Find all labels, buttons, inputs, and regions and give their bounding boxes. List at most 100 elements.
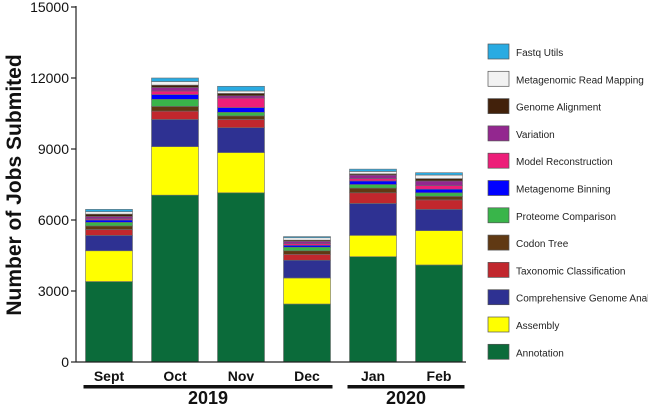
bar-segment-oct-taxonomic-classification	[151, 110, 199, 120]
legend-swatch-metagenome-binning	[487, 180, 510, 196]
bar-segment-sept-codon-tree	[85, 225, 133, 230]
bar-segment-oct-variation	[151, 87, 199, 92]
legend-swatch-variation	[487, 125, 510, 142]
bar-segment-sept-genome-alignment	[85, 213, 133, 217]
legend-swatch-annotation	[487, 343, 510, 360]
bar-segment-sept-annotation	[85, 281, 133, 363]
bar-segment-feb-codon-tree	[415, 196, 463, 201]
legend-label-variation: Variation	[516, 130, 555, 141]
bar-segment-feb-variation	[415, 180, 463, 186]
bar-segment-jan-codon-tree	[349, 187, 397, 194]
y-tick-label: 3000	[38, 283, 69, 299]
legend-label-metagenome-binning: Metagenome Binning	[516, 185, 611, 196]
bar-segment-feb-assembly	[415, 230, 463, 266]
legend-swatch-metagenomic-read-mapping	[487, 70, 510, 87]
bar-segment-jan-metagenomic-read-mapping	[349, 171, 397, 175]
year-label-2019: 2019	[188, 388, 228, 408]
bar-segment-oct-metagenomic-read-mapping	[151, 81, 199, 86]
bar-segment-nov-metagenomic-read-mapping	[217, 90, 265, 94]
bar-segment-oct-model-reconstruction	[151, 90, 199, 95]
x-tick-label-nov: Nov	[228, 368, 255, 384]
bar-segment-jan-annotation	[349, 256, 397, 363]
x-tick-label-oct: Oct	[163, 368, 187, 384]
legend-label-genome-alignment: Genome Alignment	[516, 103, 601, 114]
legend-swatch-assembly	[487, 316, 510, 333]
year-bracket-2020	[347, 385, 465, 389]
y-tick-label: 12000	[30, 70, 69, 86]
x-tick-label-jan: Jan	[361, 368, 385, 384]
bar-segment-nov-codon-tree	[217, 115, 265, 120]
bar-segment-jan-proteome-comparison	[349, 184, 397, 189]
x-tick-label-feb: Feb	[427, 368, 452, 384]
legend-label-assembly: Assembly	[516, 321, 559, 332]
bar-segment-feb-metagenomic-read-mapping	[415, 174, 463, 179]
legend-swatch-comprehensive-genome-analysis	[487, 289, 510, 306]
bar-segment-jan-assembly	[349, 235, 397, 257]
legend-label-annotation: Annotation	[516, 348, 564, 359]
bar-segment-feb-fastq-utils	[415, 172, 463, 176]
y-axis-label: Number of Jobs Submited	[3, 54, 26, 315]
bar-segment-dec-comprehensive-genome-analysis	[283, 259, 331, 279]
bar-segment-nov-comprehensive-genome-analysis	[217, 127, 265, 153]
bar-segment-dec-assembly	[283, 277, 331, 305]
bar-segment-nov-fastq-utils	[217, 85, 265, 92]
bar-segment-sept-fastq-utils	[85, 209, 133, 213]
bar-segment-feb-taxonomic-classification	[415, 199, 463, 210]
x-tick-label-dec: Dec	[294, 368, 320, 384]
bar-segment-sept-assembly	[85, 250, 133, 282]
bar-segment-sept-metagenome-binning	[85, 219, 133, 223]
legend-swatch-model-reconstruction	[487, 152, 510, 169]
y-tick-label: 0	[61, 354, 69, 370]
bar-segment-jan-variation	[349, 174, 397, 179]
y-tick-label: 15000	[30, 0, 69, 15]
bar-segment-nov-assembly	[217, 152, 265, 194]
bar-segment-oct-genome-alignment	[151, 84, 199, 88]
bar-segment-jan-taxonomic-classification	[349, 192, 397, 204]
y-axis-ticks: 0 3000 6000 9000 12000 15000	[30, 0, 76, 370]
legend-label-comprehensive-genome-analysis: Comprehensive Genome Analysis	[516, 294, 648, 305]
legend-label-fastq-utils: Fastq Utils	[516, 48, 563, 59]
bar-segment-nov-genome-alignment	[217, 93, 265, 97]
bar-segment-feb-model-reconstruction	[415, 185, 463, 190]
x-axis-labels: Sept Oct Nov Dec Jan Feb	[94, 368, 452, 384]
bar-segment-feb-comprehensive-genome-analysis	[415, 209, 463, 231]
bar-segment-dec-fastq-utils	[283, 236, 331, 239]
legend-label-taxonomic-classification: Taxonomic Classification	[516, 266, 626, 277]
bar-segment-jan-model-reconstruction	[349, 178, 397, 182]
bar-segment-dec-codon-tree	[283, 250, 331, 255]
bar-segment-feb-metagenome-binning	[415, 188, 463, 194]
bar-segment-sept-taxonomic-classification	[85, 229, 133, 236]
legend-label-model-reconstruction: Model Reconstruction	[516, 157, 613, 168]
bar-segment-dec-metagenomic-read-mapping	[283, 237, 331, 241]
bar-segment-feb-proteome-comparison	[415, 192, 463, 197]
bar-segment-oct-annotation	[151, 194, 199, 363]
bar-segment-feb-annotation	[415, 264, 463, 363]
bar-segment-oct-comprehensive-genome-analysis	[151, 119, 199, 147]
bar-segment-jan-comprehensive-genome-analysis	[349, 203, 397, 236]
bar-segment-nov-variation	[217, 95, 265, 99]
legend-swatch-codon-tree	[487, 234, 510, 251]
bar-segment-jan-metagenome-binning	[349, 180, 397, 185]
legend-swatch-taxonomic-classification	[487, 262, 510, 278]
bar-segment-oct-fastq-utils	[151, 77, 199, 82]
legend-swatch-fastq-utils	[487, 43, 510, 60]
y-tick-label: 6000	[38, 212, 69, 228]
legend: Fastq Utils Metagenomic Read Mapping Genom…	[487, 43, 648, 360]
year-groups: 2019 2020	[83, 385, 465, 408]
bar-segment-nov-annotation	[217, 192, 265, 363]
bars-group	[85, 77, 463, 363]
legend-label-metagenomic-read-mapping: Metagenomic Read Mapping	[516, 75, 644, 86]
bar-segment-dec-proteome-comparison	[283, 246, 331, 252]
bar-segment-oct-codon-tree	[151, 106, 199, 112]
y-tick-label: 9000	[38, 141, 69, 157]
legend-label-codon-tree: Codon Tree	[516, 239, 569, 250]
bar-segment-nov-taxonomic-classification	[217, 119, 265, 128]
bar-segment-dec-variation	[283, 241, 331, 244]
bar-segment-nov-model-reconstruction	[217, 97, 265, 108]
x-tick-label-sept: Sept	[94, 368, 125, 384]
bar-segment-sept-metagenomic-read-mapping	[85, 211, 133, 215]
bar-segment-sept-comprehensive-genome-analysis	[85, 235, 133, 252]
bar-segment-nov-proteome-comparison	[217, 112, 265, 117]
bar-segment-oct-metagenome-binning	[151, 94, 199, 100]
